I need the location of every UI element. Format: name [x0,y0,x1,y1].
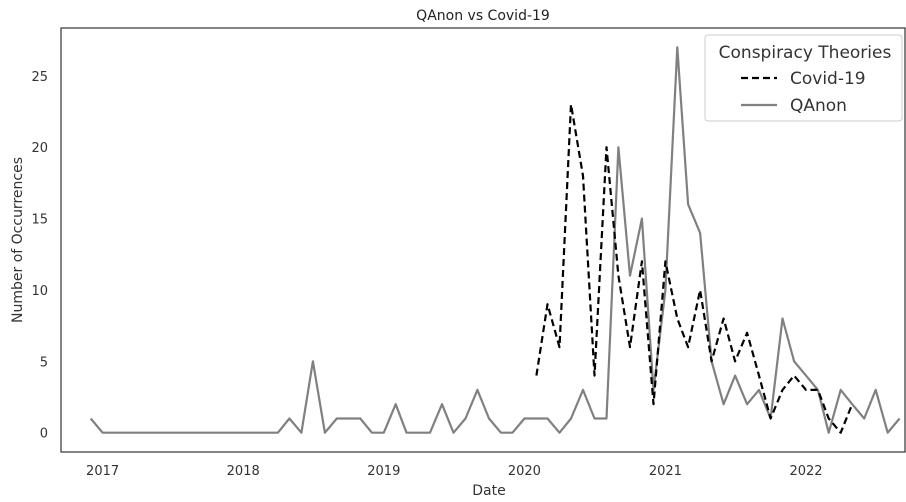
y-tick-label: 0 [40,427,48,442]
x-tick-label: 2021 [649,464,682,479]
legend-box [704,34,903,122]
y-tick-label: 25 [31,70,48,85]
series-line-covid-19 [535,103,854,434]
x-tick-label: 2022 [789,464,822,479]
series-lines [89,46,901,434]
y-tick-label: 10 [31,284,48,299]
series-line-qanon [89,46,901,434]
x-axis-title: Date [472,483,505,499]
x-tick-label: 2017 [86,464,119,479]
y-tick-label: 15 [31,213,48,228]
legend-label-qanon: QAnon [790,96,847,116]
x-tick-label: 2018 [227,464,260,479]
x-tick-label: 2019 [367,464,400,479]
y-tick-label: 20 [31,141,48,156]
legend-label-covid: Covid-19 [790,69,866,89]
y-tick-label: 5 [40,355,48,370]
legend: Conspiracy Theories Covid-19 QAnon [704,34,903,122]
chart-title: QAnon vs Covid-19 [416,8,550,24]
y-axis-title: Number of Occurrences [10,157,26,323]
legend-title: Conspiracy Theories [719,43,892,63]
x-axis-ticks: 2017 2018 2019 2020 2021 2022 [86,464,822,479]
plot-frame [60,27,906,453]
y-axis-ticks: 0 5 10 15 20 25 [31,70,48,442]
x-tick-label: 2020 [508,464,541,479]
